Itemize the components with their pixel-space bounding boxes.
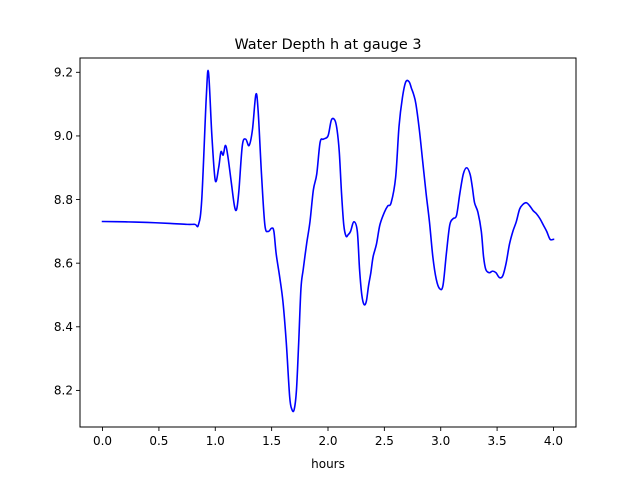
y-axis-ticks: 8.2 8.4 8.6 8.8 9.0 9.2 <box>54 66 80 398</box>
y-tick-label: 9.2 <box>54 66 73 80</box>
x-tick-label: 3.0 <box>431 434 450 448</box>
y-tick-label: 8.4 <box>54 320 73 334</box>
y-tick-label: 8.8 <box>54 193 73 207</box>
plot-content <box>101 69 555 413</box>
x-tick-label: 1.0 <box>206 434 225 448</box>
y-tick-label: 8.2 <box>54 384 73 398</box>
x-tick-label: 2.5 <box>375 434 394 448</box>
y-tick-label: 9.0 <box>54 129 73 143</box>
x-tick-label: 0.0 <box>93 434 112 448</box>
x-tick-label: 0.5 <box>149 434 168 448</box>
x-tick-label: 1.5 <box>262 434 281 448</box>
x-tick-label: 2.0 <box>318 434 337 448</box>
x-axis-label: hours <box>311 457 345 471</box>
x-tick-label: 3.5 <box>488 434 507 448</box>
x-tick-label: 4.0 <box>544 434 563 448</box>
y-tick-label: 8.6 <box>54 256 73 270</box>
x-axis-ticks: 0.0 0.5 1.0 1.5 2.0 2.5 3.0 3.5 4.0 <box>93 427 563 448</box>
series-line-0 <box>101 69 555 413</box>
chart-title: Water Depth h at gauge 3 <box>234 37 421 53</box>
